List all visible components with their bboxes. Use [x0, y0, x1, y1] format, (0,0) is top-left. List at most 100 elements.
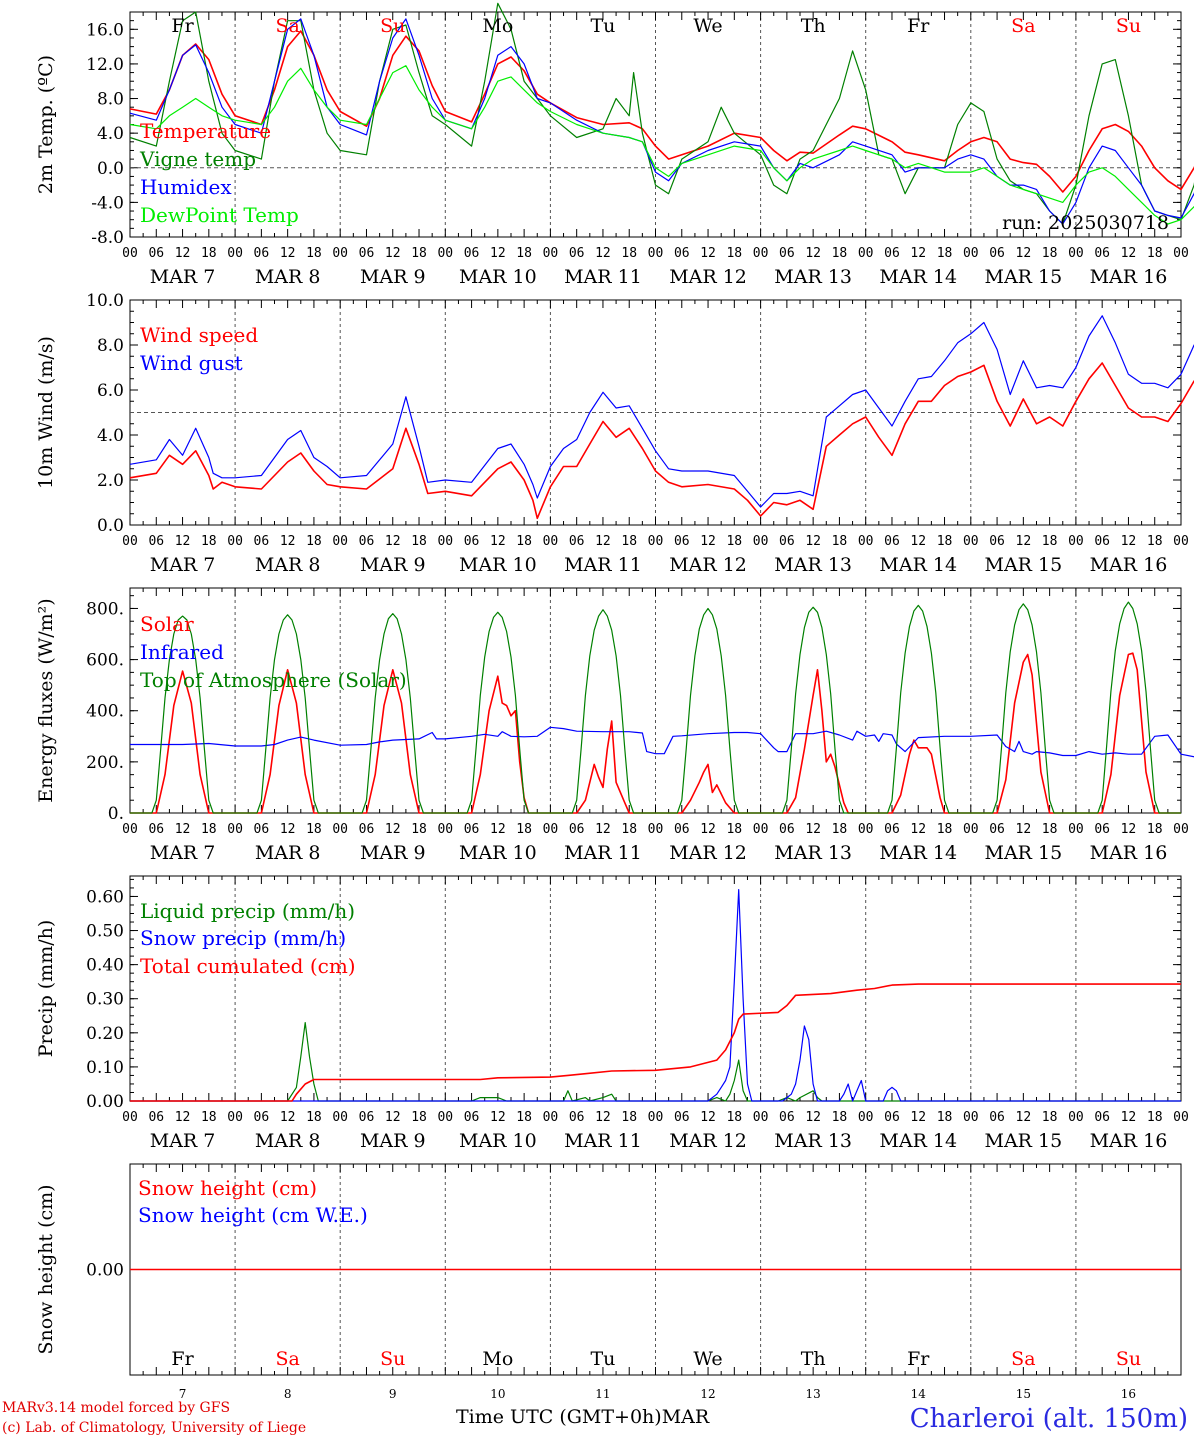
date-label: MAR 13 [774, 1130, 852, 1152]
day-label: Sa [275, 1348, 299, 1370]
hour-tick-label: 06 [989, 246, 1005, 261]
hour-tick-label: 06 [359, 246, 375, 261]
chart-panel-1 [129, 2, 1194, 238]
hour-tick-label: 12 [910, 246, 926, 261]
hour-tick-label: 18 [306, 534, 322, 549]
date-label: MAR 9 [360, 554, 426, 576]
hour-tick-label: 00 [858, 1110, 874, 1125]
hour-tick-label: 06 [884, 1110, 900, 1125]
hour-tick-label: 06 [1094, 1110, 1110, 1125]
hour-tick-label: 00 [648, 246, 664, 261]
y-tick-label: 8.0 [97, 90, 124, 110]
copyright-credit: (c) Lab. of Climatology, University of L… [2, 1420, 307, 1436]
hour-tick-label: 06 [148, 1110, 164, 1125]
hour-tick-label: 12 [910, 1110, 926, 1125]
date-label: MAR 14 [879, 1130, 957, 1152]
hour-tick-label: 12 [910, 534, 926, 549]
date-label: MAR 11 [564, 842, 642, 864]
hour-tick-label: 18 [621, 822, 637, 837]
date-label: MAR 11 [564, 1130, 642, 1152]
y-tick-label: 4.0 [97, 426, 124, 446]
hour-tick-label: 06 [674, 1110, 690, 1125]
hour-tick-label: 06 [884, 246, 900, 261]
date-label: MAR 14 [879, 554, 957, 576]
y-tick-label: 400. [86, 702, 124, 722]
day-label: Sa [275, 15, 299, 37]
date-label: MAR 14 [879, 842, 957, 864]
hour-tick-label: 00 [963, 246, 979, 261]
hour-tick-label: 00 [543, 534, 559, 549]
day-label: Sa [1011, 15, 1035, 37]
hour-tick-label: 18 [832, 534, 848, 549]
hour-tick-label: 18 [1042, 822, 1058, 837]
hour-tick-label: 00 [1173, 822, 1189, 837]
hour-tick-label: 00 [227, 822, 243, 837]
legend-entry: Total cumulated (cm) [140, 954, 356, 978]
day-number-label: 7 [179, 1387, 187, 1401]
date-label: MAR 12 [669, 266, 747, 288]
hour-tick-label: 06 [254, 246, 270, 261]
hour-tick-label: 00 [753, 246, 769, 261]
day-label: We [693, 1348, 722, 1370]
hour-tick-label: 12 [385, 534, 401, 549]
date-label: MAR 12 [669, 842, 747, 864]
hour-tick-label: 06 [464, 534, 480, 549]
date-label: MAR 9 [360, 266, 426, 288]
hour-tick-label: 18 [832, 246, 848, 261]
day-number-label: 11 [595, 1387, 610, 1401]
hour-tick-label: 12 [280, 534, 296, 549]
hour-tick-label: 18 [937, 246, 953, 261]
date-label: MAR 8 [255, 554, 321, 576]
hour-tick-label: 00 [543, 1110, 559, 1125]
hour-tick-label: 06 [779, 822, 795, 837]
hour-tick-label: 00 [648, 1110, 664, 1125]
date-label: MAR 9 [360, 1130, 426, 1152]
date-label: MAR 12 [669, 554, 747, 576]
y-axis-title: Precip (mm/h) [35, 920, 57, 1058]
legend-entry: Wind speed [140, 323, 258, 347]
hour-tick-label: 00 [963, 534, 979, 549]
chart-panel-3 [129, 587, 1194, 814]
legend-entry: Solar [140, 612, 194, 636]
day-number-label: 12 [700, 1387, 715, 1401]
hour-tick-label: 12 [175, 534, 191, 549]
date-label: MAR 15 [984, 266, 1062, 288]
hour-tick-label: 06 [779, 1110, 795, 1125]
date-label: MAR 13 [774, 554, 852, 576]
legend-entry: Vigne temp [139, 147, 256, 171]
date-label: MAR 14 [879, 266, 957, 288]
legend-entry: Humidex [140, 175, 232, 199]
hour-tick-label: 18 [1042, 246, 1058, 261]
hour-tick-label: 06 [989, 534, 1005, 549]
hour-tick-label: 18 [306, 246, 322, 261]
hour-tick-label: 06 [569, 1110, 585, 1125]
date-label: MAR 13 [774, 266, 852, 288]
chart-panel-2 [129, 299, 1194, 526]
hour-tick-label: 18 [411, 1110, 427, 1125]
hour-tick-label: 00 [437, 822, 453, 837]
hour-tick-label: 00 [1068, 822, 1084, 837]
hour-tick-label: 18 [411, 822, 427, 837]
date-label: MAR 15 [984, 842, 1062, 864]
model-credit: MARv3.14 model forced by GFS [2, 1400, 231, 1416]
day-label: Tu [590, 15, 615, 37]
hour-tick-label: 18 [1147, 246, 1163, 261]
hour-tick-label: 12 [1016, 534, 1032, 549]
hour-tick-label: 18 [1042, 534, 1058, 549]
hour-tick-label: 00 [648, 534, 664, 549]
day-label: Mo [482, 15, 513, 37]
y-axis-title: Snow height (cm) [35, 1184, 57, 1354]
hour-tick-label: 18 [726, 822, 742, 837]
hour-tick-label: 00 [122, 246, 138, 261]
legend-entry: Top of Atmosphere (Solar) [140, 668, 407, 692]
hour-tick-label: 18 [621, 534, 637, 549]
hour-tick-label: 18 [1147, 822, 1163, 837]
hour-tick-label: 12 [805, 246, 821, 261]
hour-tick-label: 18 [1147, 1110, 1163, 1125]
y-axis-title: 10m Wind (m/s) [35, 336, 57, 489]
legend-entry: Wind gust [140, 351, 243, 375]
hour-tick-label: 18 [516, 822, 532, 837]
hour-tick-label: 06 [464, 822, 480, 837]
day-label: Su [1116, 1348, 1141, 1370]
hour-tick-label: 12 [385, 246, 401, 261]
